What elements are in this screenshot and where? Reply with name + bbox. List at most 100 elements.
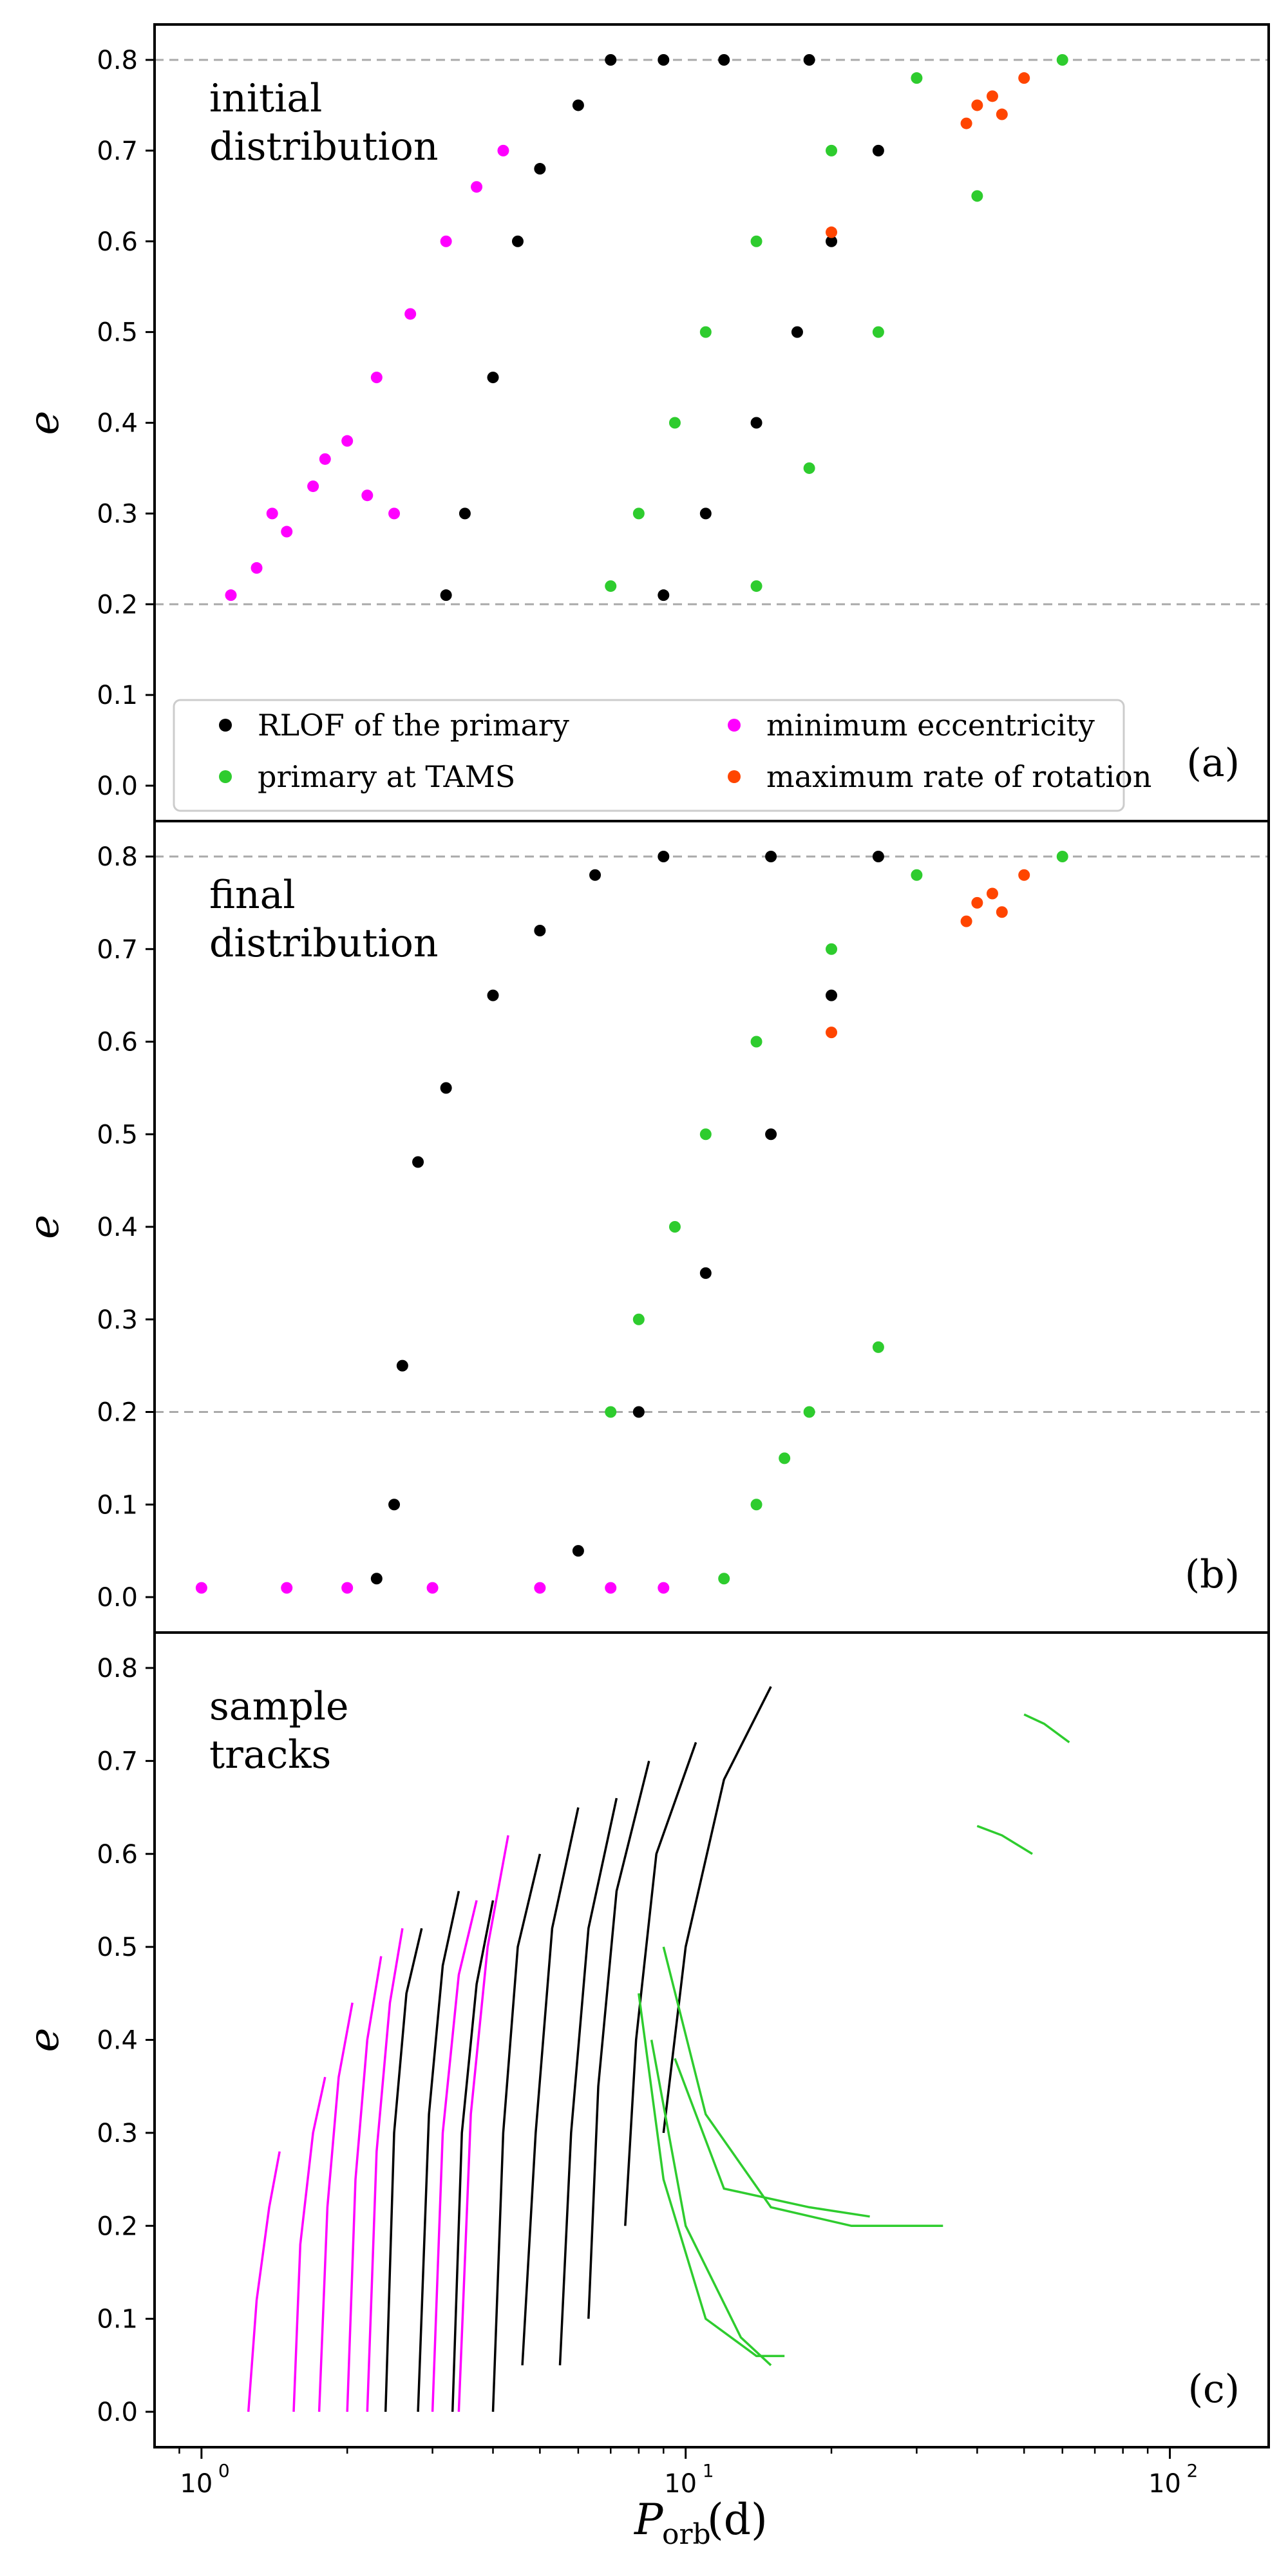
track-line <box>491 1853 542 2412</box>
x-label-subscript: orb <box>662 2518 711 2551</box>
x-tick-label: 10 <box>180 2469 213 2499</box>
y-tick-label: 0.5 <box>97 1120 138 1150</box>
panel-0: 0.0 0.1 0.2 0.3 0.4 0.5 0.6 0.7 0.8 e initialdistr… <box>21 23 1270 822</box>
y-tick-label: 0.5 <box>97 1933 138 1962</box>
legend-marker <box>219 770 232 783</box>
panel-annotation: tracks <box>209 1732 331 1777</box>
data-point <box>341 1582 354 1594</box>
y-tick-label: 0.0 <box>97 772 138 801</box>
track-line <box>457 1835 509 2412</box>
data-point <box>750 1036 762 1048</box>
data-point <box>960 117 972 129</box>
data-point <box>388 1499 401 1511</box>
legend-label: primary at TAMS <box>258 759 515 794</box>
data-point <box>765 851 777 862</box>
track-line <box>451 1900 495 2412</box>
y-tick-label: 0.6 <box>97 227 138 257</box>
data-point <box>440 1082 452 1094</box>
data-point <box>572 99 584 111</box>
track-line <box>417 1891 460 2412</box>
data-point <box>658 851 670 862</box>
data-point <box>765 1128 777 1141</box>
track-line <box>521 1807 580 2365</box>
data-point <box>632 507 645 520</box>
track-line <box>317 2002 354 2412</box>
track-line <box>638 1993 785 2358</box>
data-point <box>750 235 762 247</box>
data-point <box>605 54 617 66</box>
panel-annotation: distribution <box>209 921 439 966</box>
y-tick-label: 0.5 <box>97 318 138 348</box>
data-point <box>497 144 509 156</box>
y-axis-label: e <box>21 1215 68 1239</box>
legend-marker <box>728 719 741 732</box>
track-line <box>558 1797 618 2365</box>
data-point <box>826 1027 838 1039</box>
data-point <box>718 1573 730 1585</box>
y-tick-label: 0.1 <box>97 1490 138 1520</box>
data-point <box>826 144 838 156</box>
data-point <box>534 1582 546 1594</box>
data-point <box>471 181 483 193</box>
data-point <box>872 144 884 156</box>
x-tick-label: 10 <box>664 2469 697 2499</box>
track-line <box>292 2076 327 2412</box>
y-tick-label: 0.4 <box>97 1213 138 1242</box>
y-tick-label: 0.6 <box>97 1840 138 1870</box>
panel-2: 0.0 0.1 0.2 0.3 0.4 0.5 0.6 0.7 0.8 e sampletracks… <box>21 1631 1270 2448</box>
y-tick-label: 0.6 <box>97 1028 138 1057</box>
data-point <box>668 417 681 429</box>
data-point <box>658 54 670 66</box>
data-point <box>872 326 884 338</box>
data-point <box>487 989 499 1001</box>
data-point <box>1018 869 1030 881</box>
y-tick-label: 0.2 <box>97 1398 138 1428</box>
data-point <box>605 580 617 592</box>
data-point <box>1056 851 1068 862</box>
track-line <box>650 2040 772 2367</box>
track-line <box>624 1741 697 2226</box>
data-point <box>225 589 237 601</box>
data-point <box>971 190 983 202</box>
data-point <box>826 226 838 238</box>
plot-area <box>247 1686 1070 2412</box>
x-axis-label: P orb (d) <box>634 2495 768 2551</box>
data-point <box>307 480 319 493</box>
data-point <box>632 1313 645 1325</box>
data-point <box>986 887 998 900</box>
data-point <box>971 896 983 909</box>
data-point <box>632 1406 645 1418</box>
data-point <box>699 1128 712 1141</box>
track-line <box>674 2058 870 2218</box>
y-axis-label: e <box>21 2028 68 2052</box>
data-point <box>872 851 884 862</box>
data-point <box>281 526 293 538</box>
track-line <box>587 1760 650 2319</box>
y-axis-label: e <box>21 411 68 435</box>
track-line <box>662 1946 943 2228</box>
data-point <box>589 869 601 881</box>
data-point <box>281 1582 293 1594</box>
panel-annotation: initial <box>209 76 322 121</box>
data-point <box>971 99 983 111</box>
track-line <box>366 1928 404 2412</box>
y-tick-label: 0.7 <box>97 1747 138 1776</box>
data-point <box>572 1545 584 1557</box>
panel-tag: (a) <box>1186 741 1240 786</box>
data-point <box>388 507 401 520</box>
data-point <box>803 1406 815 1418</box>
data-point <box>440 589 452 601</box>
panel-tag: (b) <box>1185 1552 1240 1597</box>
data-point <box>872 1341 884 1353</box>
data-point <box>195 1582 207 1594</box>
data-point <box>459 507 471 520</box>
data-point <box>960 915 972 927</box>
track-line <box>976 1824 1033 1855</box>
data-point <box>826 943 838 955</box>
track-line <box>346 1956 383 2412</box>
data-point <box>361 489 374 502</box>
data-point <box>319 453 331 465</box>
y-tick-label: 0.3 <box>97 2119 138 2148</box>
data-point <box>658 589 670 601</box>
